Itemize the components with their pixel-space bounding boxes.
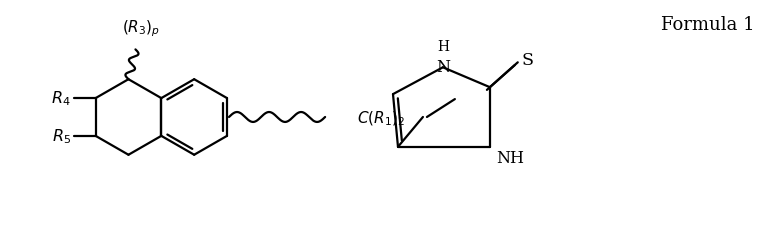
- Text: $(R_3)_p$: $(R_3)_p$: [122, 19, 160, 39]
- Text: $R_5$: $R_5$: [51, 127, 71, 146]
- Text: N: N: [436, 59, 450, 76]
- Text: NH: NH: [496, 149, 524, 166]
- Text: H: H: [437, 40, 449, 54]
- Text: Formula 1: Formula 1: [661, 16, 755, 33]
- Text: $R_4$: $R_4$: [51, 89, 71, 108]
- Text: $C(R_1)_2$: $C(R_1)_2$: [357, 109, 405, 128]
- Text: S: S: [522, 52, 534, 68]
